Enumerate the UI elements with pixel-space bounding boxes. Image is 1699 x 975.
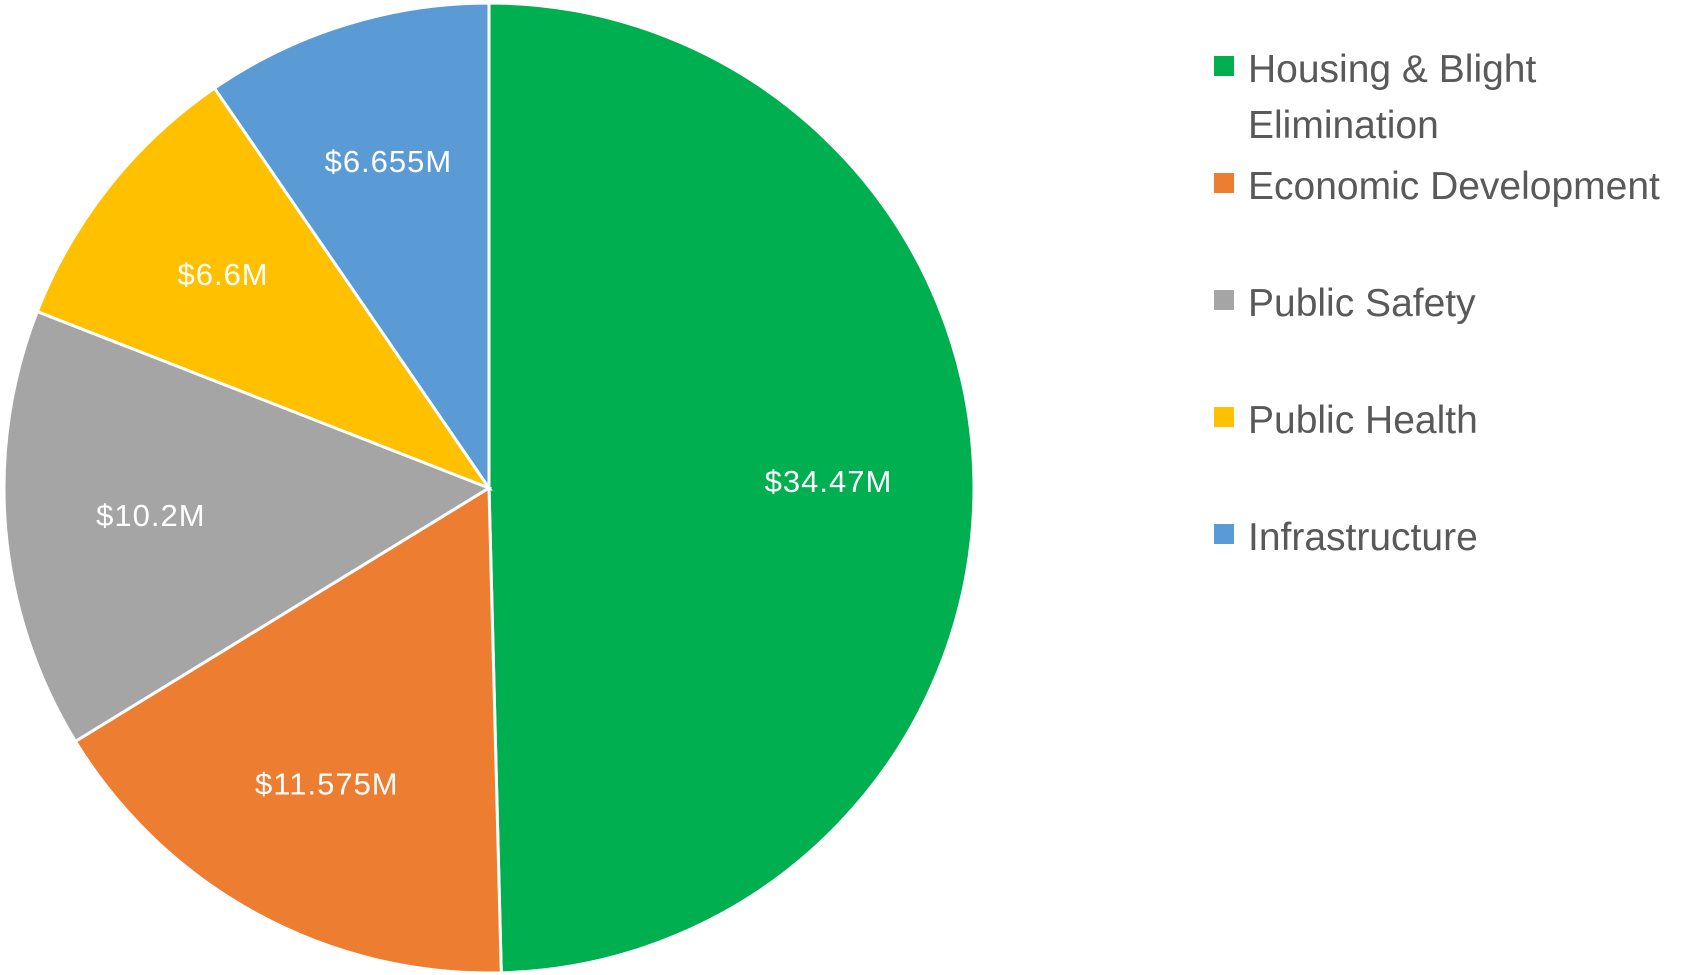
legend-swatch [1214, 56, 1234, 76]
data-label: $6.655M [325, 144, 453, 179]
legend-swatch [1214, 173, 1234, 193]
legend-item: Public Health [1214, 393, 1694, 449]
pie-slice [487, 1, 976, 975]
legend-swatch [1214, 407, 1234, 427]
legend-swatch [1214, 524, 1234, 544]
pie-slice [2, 309, 493, 744]
pie-slice [35, 86, 493, 492]
legend-item: Public Safety [1214, 276, 1694, 332]
legend-item: Housing & Blight Elimination [1214, 42, 1694, 154]
legend-label: Public Safety [1248, 282, 1476, 325]
legend-item: Infrastructure [1214, 510, 1694, 566]
pie-slice [212, 1, 491, 493]
pie-slice [73, 485, 503, 975]
legend-label: Infrastructure [1248, 516, 1478, 559]
legend-label: Economic Development [1248, 165, 1660, 208]
data-label: $6.6M [177, 257, 268, 292]
legend-label: Housing & Blight Elimination [1248, 48, 1537, 147]
data-label: $10.2M [96, 498, 205, 533]
pie-chart: $34.47M $11.575M $10.2M $6.6M $6.655M [2, 1, 976, 975]
data-label: $11.575M [255, 766, 399, 801]
data-label: $34.47M [765, 464, 893, 499]
legend-label: Public Health [1248, 399, 1478, 442]
legend-item: Economic Development [1214, 159, 1694, 215]
legend-swatch [1214, 290, 1234, 310]
